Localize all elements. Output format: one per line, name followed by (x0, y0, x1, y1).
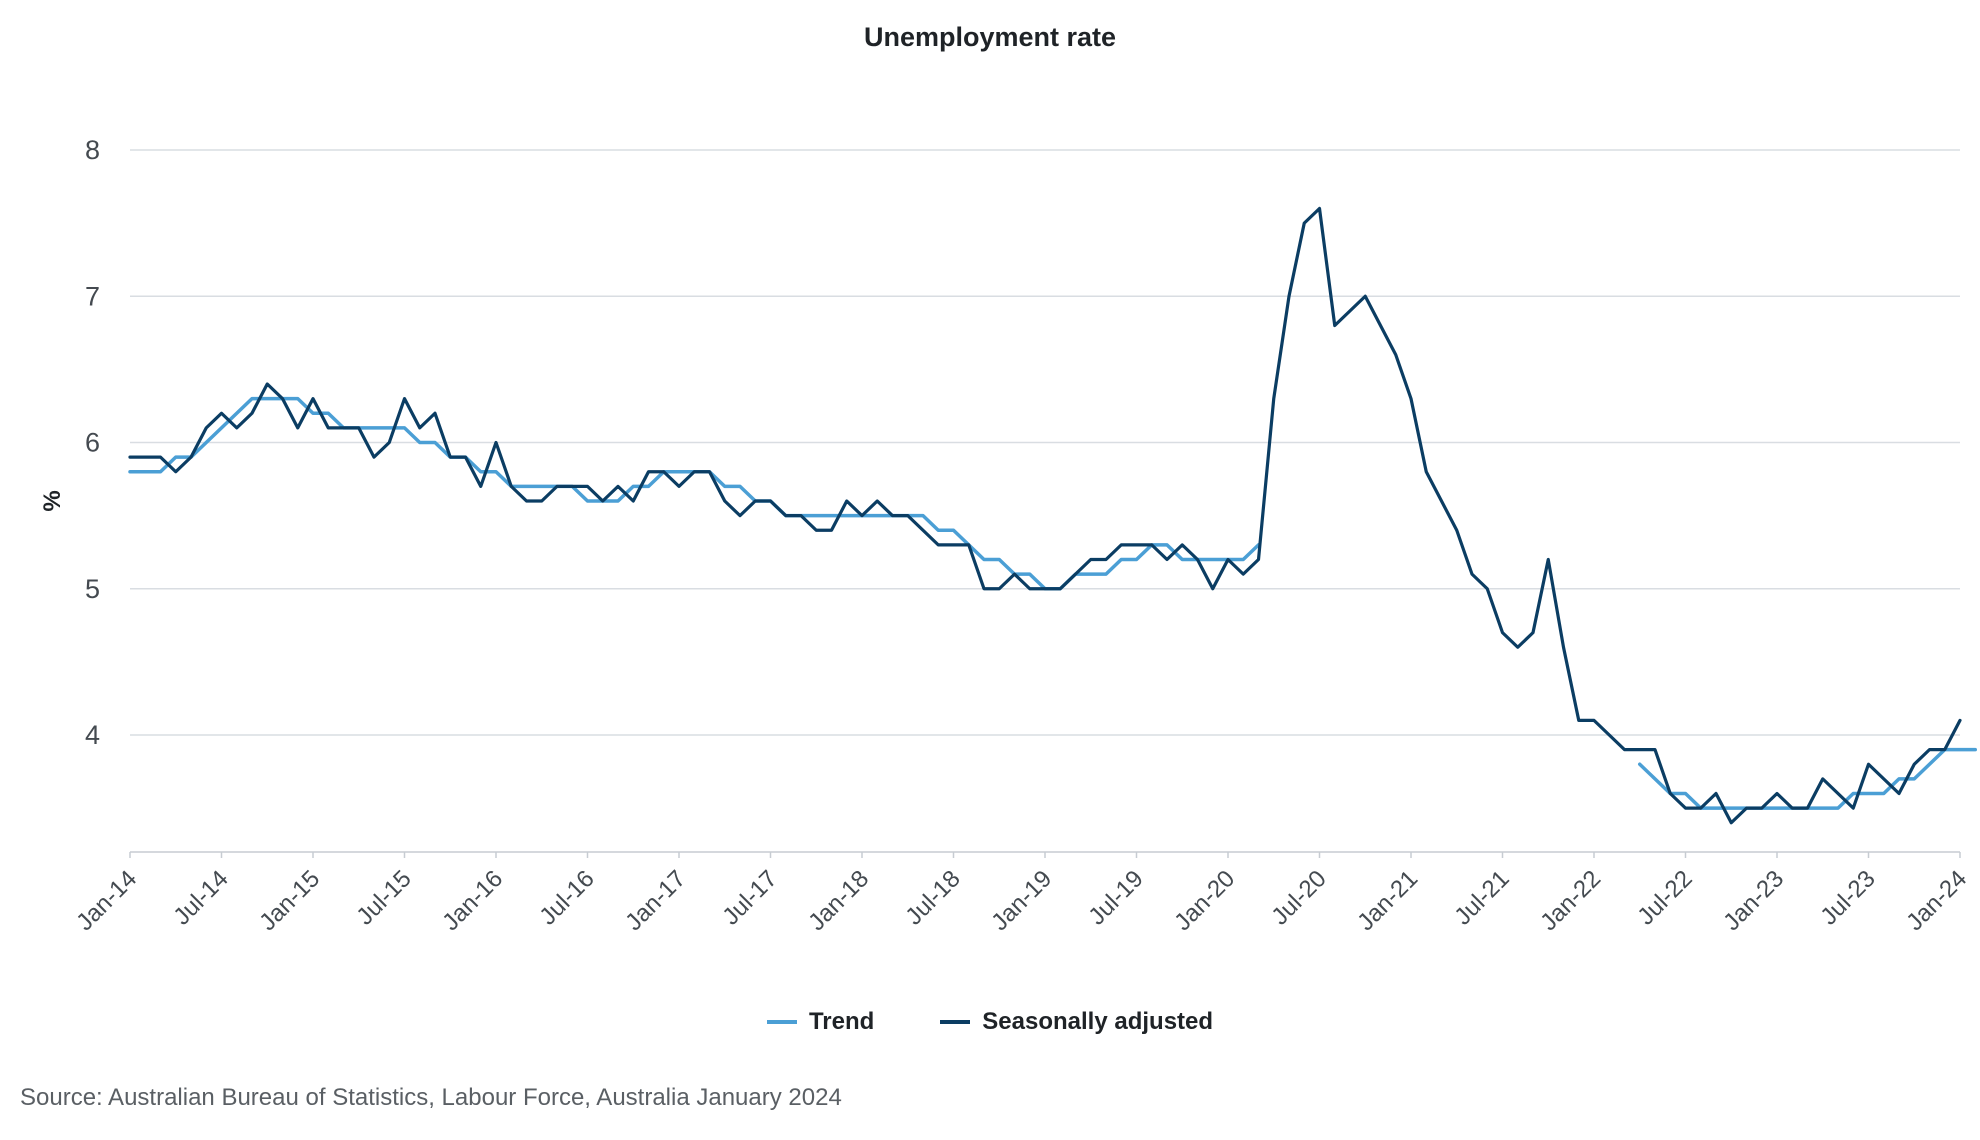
x-tick-label-Jan-20: Jan-20 (1169, 865, 1240, 936)
x-tick-label-Jan-24: Jan-24 (1901, 865, 1972, 936)
legend-item-seasonally-adjusted[interactable]: Seasonally adjusted (940, 1008, 1213, 1036)
legend-swatch-seasonally-adjusted (940, 1020, 971, 1024)
x-tick-label-Jan-22: Jan-22 (1535, 865, 1606, 936)
x-tick-label-Jul-19: Jul-19 (1083, 865, 1148, 930)
x-tick-label-Jul-23: Jul-23 (1815, 865, 1880, 930)
y-tick-label-8: 8 (85, 135, 100, 165)
x-tick-label-Jul-20: Jul-20 (1266, 865, 1331, 930)
x-tick-label-Jan-14: Jan-14 (71, 865, 142, 936)
chart-title: Unemployment rate (863, 22, 1117, 52)
x-tick-label-Jan-17: Jan-17 (620, 865, 691, 936)
y-tick-label-4: 4 (85, 720, 100, 750)
legend: Trend Seasonally adjusted (0, 1008, 1980, 1036)
series-line-trend (128, 396, 1977, 810)
x-tick-label-Jul-17: Jul-17 (717, 865, 782, 930)
x-tick-label-Jan-18: Jan-18 (803, 865, 874, 936)
x-tick-label-Jul-14: Jul-14 (168, 865, 233, 930)
legend-label-seasonally-adjusted: Seasonally adjusted (982, 1008, 1214, 1035)
x-tick-label-Jan-21: Jan-21 (1352, 865, 1423, 936)
series-line-seasonally-adjusted (128, 206, 1962, 825)
legend-swatch-trend (766, 1020, 797, 1024)
x-tick-label-Jan-23: Jan-23 (1718, 865, 1789, 936)
source-note: Source: Australian Bureau of Statistics,… (20, 1084, 842, 1111)
x-tick-label-Jan-16: Jan-16 (437, 865, 508, 936)
legend-item-trend[interactable]: Trend (766, 1008, 875, 1036)
x-tick-label-Jul-15: Jul-15 (351, 865, 416, 930)
x-tick-label-Jul-22: Jul-22 (1632, 865, 1697, 930)
y-tick-label-7: 7 (85, 281, 100, 311)
legend-label-trend: Trend (808, 1008, 875, 1035)
x-tick-label-Jul-16: Jul-16 (534, 865, 599, 930)
y-tick-label-5: 5 (85, 574, 100, 604)
x-tick-label-Jul-18: Jul-18 (900, 865, 965, 930)
y-tick-label-6: 6 (85, 428, 100, 458)
x-tick-label-Jan-15: Jan-15 (254, 865, 325, 936)
x-tick-label-Jul-21: Jul-21 (1449, 865, 1514, 930)
x-tick-label-Jan-19: Jan-19 (986, 865, 1057, 936)
y-axis-label: % (39, 490, 66, 511)
